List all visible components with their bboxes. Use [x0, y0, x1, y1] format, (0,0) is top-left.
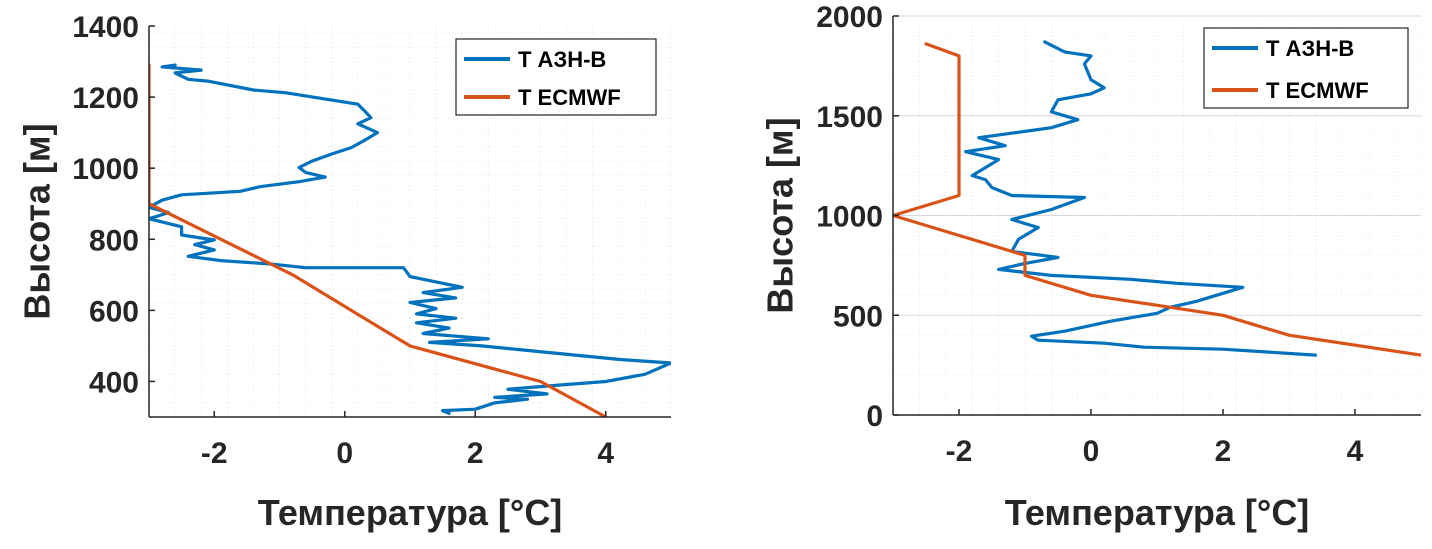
series-line-ecmwf — [149, 63, 608, 417]
legend-label: T ECMWF — [1266, 78, 1369, 103]
y-tick-label: 1000 — [816, 201, 883, 234]
y-tick-label: 600 — [89, 295, 139, 328]
series-line-ecmwf — [893, 42, 1421, 357]
x-tick-label: 2 — [1215, 435, 1232, 468]
y-tick-label: 0 — [866, 400, 883, 433]
series-line-adsb — [964, 40, 1317, 357]
legend-label: T АЗН-В — [1266, 36, 1354, 61]
x-tick-label: 4 — [597, 437, 614, 470]
y-tick-label: 1500 — [816, 101, 883, 134]
legend-box — [455, 38, 657, 116]
y-tick-label: 1200 — [72, 82, 139, 115]
x-tick-label: 0 — [1083, 435, 1100, 468]
chart-2: -2 0 2 4 0 500 1000 1500 2000 Температура [°C] Выс… — [760, 1, 1422, 533]
legend-box — [1203, 27, 1409, 109]
series-group — [893, 40, 1421, 357]
x-tick-label: -2 — [201, 437, 228, 470]
legend-label: T АЗН-В — [518, 47, 606, 72]
legend-label: T ECMWF — [518, 85, 621, 110]
y-tick-label: 400 — [89, 366, 139, 399]
y-tick-label: 1000 — [72, 153, 139, 186]
y-axis-label: Высота [м] — [760, 117, 801, 313]
x-tick-label: -2 — [946, 435, 973, 468]
chart-1: -2 0 2 4 400 600 800 1000 1200 1400 Температура [°… — [17, 11, 672, 533]
x-axis-label: Температура [°C] — [258, 492, 563, 533]
x-tick-label: 2 — [467, 437, 484, 470]
y-tick-label: 500 — [833, 300, 883, 333]
y-tick-label: 800 — [89, 224, 139, 257]
series-line-adsb — [149, 63, 671, 415]
y-tick-label: 1400 — [72, 11, 139, 44]
x-axis-label: Температура [°C] — [1005, 492, 1310, 533]
x-tick-label: 0 — [336, 437, 353, 470]
y-tick-label: 2000 — [816, 1, 883, 34]
series-group — [149, 63, 671, 417]
x-tick-label: 4 — [1347, 435, 1364, 468]
y-axis-label: Высота [м] — [17, 123, 58, 319]
legend: T АЗН-В T ECMWF — [1203, 27, 1409, 109]
legend: T АЗН-В T ECMWF — [455, 38, 657, 116]
